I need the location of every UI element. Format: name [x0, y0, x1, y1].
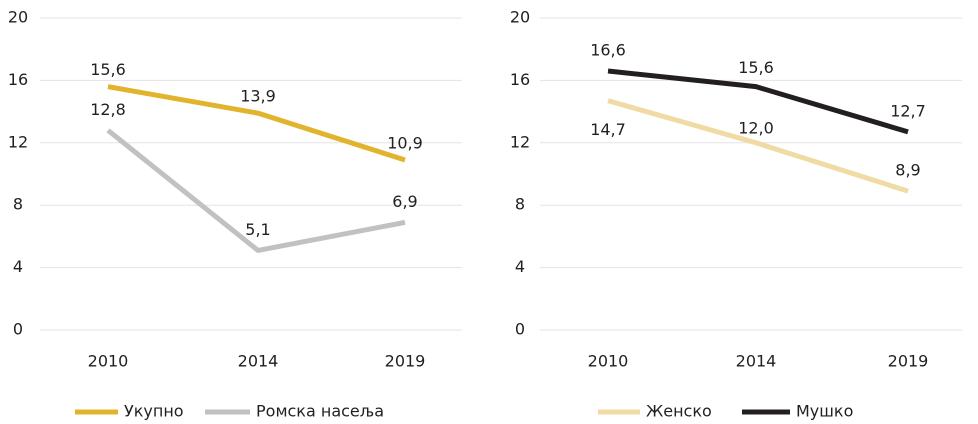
- y-tick-label: 12: [510, 132, 530, 151]
- x-tick-label: 2014: [736, 352, 777, 371]
- data-label: 15,6: [90, 60, 126, 79]
- data-label: 12,0: [738, 118, 774, 137]
- data-label: 10,9: [387, 133, 423, 152]
- y-tick-label: 12: [8, 132, 28, 151]
- legend-label: Ромска насеља: [256, 402, 384, 421]
- legend-label: Женско: [646, 402, 712, 421]
- data-label: 14,7: [590, 120, 626, 139]
- x-tick-label: 2010: [88, 352, 129, 371]
- data-label: 16,6: [590, 41, 626, 60]
- y-tick-label: 8: [515, 195, 525, 214]
- data-label: 13,9: [240, 87, 276, 106]
- x-tick-label: 2010: [588, 352, 629, 371]
- series-line: [107, 84, 406, 163]
- y-tick-label: 0: [13, 320, 23, 339]
- data-label: 8,9: [895, 161, 920, 180]
- x-tick-label: 2019: [888, 352, 929, 371]
- data-label: 5,1: [245, 220, 270, 239]
- y-tick-label: 4: [515, 257, 525, 276]
- data-label: 12,7: [890, 101, 926, 120]
- series-line: [607, 98, 909, 194]
- series-line: [106, 128, 406, 253]
- y-tick-label: 16: [510, 70, 530, 89]
- data-label: 12,8: [90, 100, 126, 119]
- y-tick-label: 4: [13, 257, 23, 276]
- y-tick-label: 0: [515, 320, 525, 339]
- x-tick-label: 2014: [238, 352, 279, 371]
- y-tick-label: 8: [13, 195, 23, 214]
- series-line: [607, 68, 909, 135]
- data-label: 15,6: [738, 58, 774, 77]
- y-tick-label: 20: [510, 8, 530, 27]
- legend-label: Укупно: [124, 402, 184, 421]
- y-tick-label: 20: [8, 8, 28, 27]
- data-label: 6,9: [392, 192, 417, 211]
- legend-label: Мушко: [796, 402, 853, 421]
- x-tick-label: 2019: [385, 352, 426, 371]
- y-tick-label: 16: [8, 70, 28, 89]
